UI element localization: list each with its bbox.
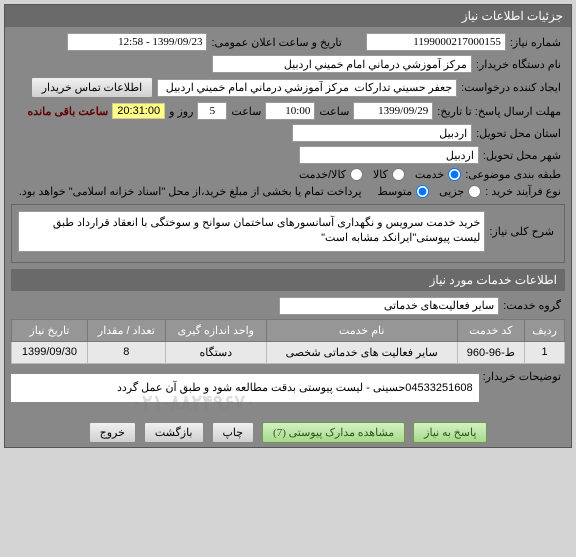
row-creator: ایجاد کننده درخواست: اطلاعات تماس خریدار (11, 77, 565, 98)
row-general-desc: شرح کلی نیاز: خرید خدمت سرویس و نگهداری … (18, 211, 558, 252)
services-table: ردیف کد خدمت نام خدمت واحد اندازه گیری ت… (11, 319, 565, 364)
th-qty: تعداد / مقدار (87, 319, 165, 341)
days-input[interactable] (197, 102, 227, 120)
creator-label: ایجاد کننده درخواست: (457, 81, 565, 94)
th-name: نام خدمت (266, 319, 457, 341)
respond-button[interactable]: پاسخ به نیاز (413, 422, 487, 443)
th-code: کد خدمت (457, 319, 525, 341)
table-header-row: ردیف کد خدمت نام خدمت واحد اندازه گیری ت… (12, 319, 565, 341)
budget-both[interactable]: کالا/خدمت (299, 168, 363, 181)
main-panel: جزئیات اطلاعات نیاز شماره نیاز: تاریخ و … (4, 4, 572, 448)
row-buyer-name: نام دستگاه خریدار: (11, 55, 565, 73)
remaining-label: ساعت باقی مانده (24, 105, 113, 118)
row-purchase-type: نوع فرآیند خرید : جزیی متوسط پرداخت تمام… (11, 185, 565, 198)
buyer-notes-box: 04533251608حسینی - لیست پیوستی بدقت مطال… (11, 374, 479, 403)
buyer-name-label: نام دستگاه خریدار: (472, 58, 565, 71)
creator-input[interactable] (157, 79, 457, 97)
row-city: شهر محل تحویل: (11, 146, 565, 164)
attachments-button[interactable]: مشاهده مدارک پیوستی (7) (262, 422, 405, 443)
cell-code: ط-96-960 (457, 341, 525, 363)
budget-service-radio[interactable] (448, 168, 461, 181)
row-service-group: گروه خدمت: (11, 297, 565, 315)
general-desc-label: شرح کلی نیاز: (485, 225, 558, 238)
cell-name: سایر فعالیت های خدماتی شخصی (266, 341, 457, 363)
city-input[interactable] (299, 146, 479, 164)
cell-qty: 8 (87, 341, 165, 363)
province-input[interactable] (292, 124, 472, 142)
purchase-type-label: نوع فرآیند خرید : (481, 185, 565, 198)
budget-goods[interactable]: کالا (373, 168, 405, 181)
need-number-label: شماره نیاز: (506, 36, 565, 49)
watermark-phone: ۰۲۱-۸۸۲۴۹۶۷۰ (131, 388, 256, 418)
budget-service[interactable]: خدمت (415, 168, 461, 181)
cell-unit: دستگاه (165, 341, 266, 363)
deadline-date-input[interactable] (353, 102, 433, 120)
print-button[interactable]: چاپ (212, 422, 255, 443)
need-number-input[interactable] (366, 33, 506, 51)
buyer-notes-label: توضیحات خریدار: (479, 370, 565, 383)
deadline-label: مهلت ارسال پاسخ: تا تاریخ: (433, 105, 565, 118)
cell-date: 1399/09/30 (12, 341, 88, 363)
th-unit: واحد اندازه گیری (165, 319, 266, 341)
time-label-1: ساعت (315, 105, 353, 118)
budget-label: طبقه بندی موضوعی: (461, 168, 565, 181)
public-date-input[interactable] (67, 33, 207, 51)
footer-buttons: پاسخ به نیاز مشاهده مدارک پیوستی (7) چاپ… (5, 412, 571, 447)
panel-body: شماره نیاز: تاریخ و ساعت اعلان عمومی: نا… (5, 27, 571, 412)
row-need-number: شماره نیاز: تاریخ و ساعت اعلان عمومی: (11, 33, 565, 51)
table-row[interactable]: 1 ط-96-960 سایر فعالیت های خدماتی شخصی د… (12, 341, 565, 363)
days-label: روز و (165, 105, 197, 118)
public-date-label: تاریخ و ساعت اعلان عمومی: (207, 36, 345, 49)
buyer-name-input[interactable] (212, 55, 472, 73)
budget-radio-group: خدمت کالا کالا/خدمت (299, 168, 461, 181)
purchase-small[interactable]: جزیی (439, 185, 481, 198)
purchase-medium[interactable]: متوسط (378, 185, 430, 198)
panel-title: جزئیات اطلاعات نیاز (5, 5, 571, 27)
deadline-time-input[interactable] (265, 102, 315, 120)
th-date: تاریخ نیاز (12, 319, 88, 341)
budget-both-radio[interactable] (350, 168, 363, 181)
province-label: استان محل تحویل: (472, 127, 565, 140)
purchase-medium-radio[interactable] (416, 185, 429, 198)
row-budget: طبقه بندی موضوعی: خدمت کالا کالا/خدمت (11, 168, 565, 181)
time-label-2: ساعت (227, 105, 265, 118)
purchase-radio-group: جزیی متوسط (378, 185, 482, 198)
city-label: شهر محل تحویل: (479, 149, 565, 162)
payment-note: پرداخت تمام یا بخشی از مبلغ خرید،از محل … (15, 185, 366, 198)
cell-row: 1 (525, 341, 565, 363)
buyer-contact-button[interactable]: اطلاعات تماس خریدار (31, 77, 153, 98)
general-desc-fieldset: شرح کلی نیاز: خرید خدمت سرویس و نگهداری … (11, 204, 565, 263)
budget-goods-radio[interactable] (392, 168, 405, 181)
service-group-input[interactable] (279, 297, 499, 315)
services-section-title: اطلاعات خدمات مورد نیاز (11, 269, 565, 291)
row-buyer-notes: توضیحات خریدار: 04533251608حسینی - لیست … (11, 370, 565, 403)
back-button[interactable]: بازگشت (144, 422, 204, 443)
general-desc-text: خرید خدمت سرویس و نگهداری آسانسورهای ساخ… (18, 211, 485, 252)
purchase-small-radio[interactable] (468, 185, 481, 198)
row-deadline: مهلت ارسال پاسخ: تا تاریخ: ساعت ساعت روز… (11, 102, 565, 120)
countdown-time: 20:31:00 (112, 103, 165, 119)
th-row: ردیف (525, 319, 565, 341)
row-province: استان محل تحویل: (11, 124, 565, 142)
service-group-label: گروه خدمت: (499, 299, 565, 312)
close-button[interactable]: خروج (89, 422, 136, 443)
